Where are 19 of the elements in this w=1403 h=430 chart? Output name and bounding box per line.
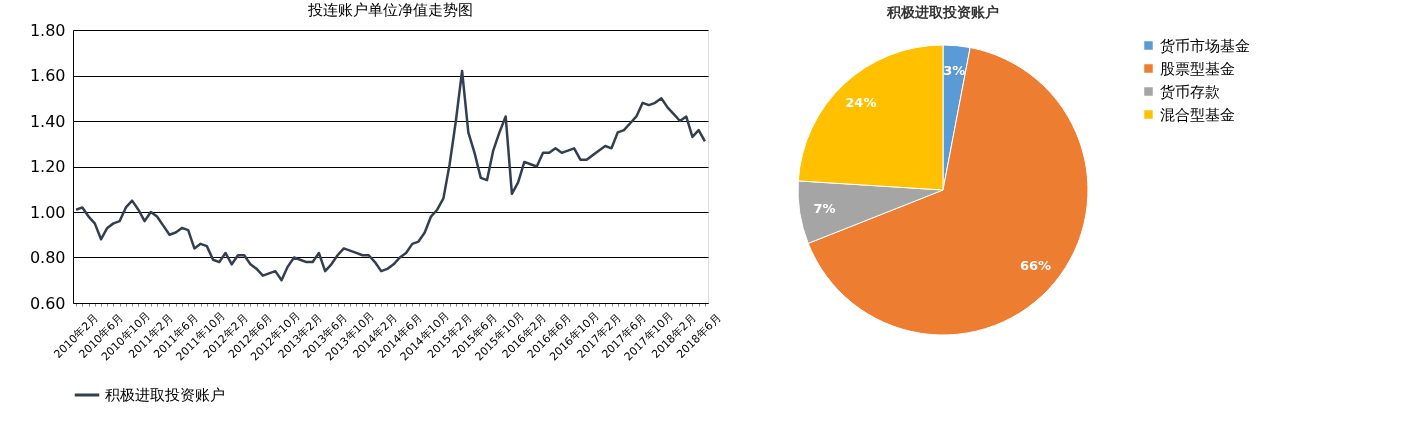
legend-label: 股票型基金 (1160, 59, 1235, 78)
legend-label: 货币存款 (1160, 82, 1220, 101)
line-series (74, 69, 707, 282)
y-tick-label: 1.60 (29, 66, 66, 85)
chart-title: 积极进取投资账户 (886, 4, 999, 20)
data-label: 66% (1019, 258, 1052, 274)
data-label: 7% (813, 200, 836, 216)
y-tick-label: 1.40 (29, 111, 66, 131)
legend-label: 混合型基金 (1160, 105, 1235, 124)
y-tick-label: 1.00 (29, 202, 66, 222)
legend-label: 积极进取投资账户 (105, 386, 225, 404)
y-tick-label: 0.80 (29, 248, 66, 267)
chart-title: 投连账户单位净值走势图 (307, 1, 473, 19)
data-label: 24% (845, 94, 877, 110)
y-tick-label: 0.60 (29, 293, 66, 313)
data-label: 3% (943, 62, 966, 78)
y-tick-label: 1.20 (29, 157, 66, 176)
legend-label: 货币市场基金 (1160, 36, 1250, 55)
y-tick-label: 1.80 (29, 20, 66, 40)
